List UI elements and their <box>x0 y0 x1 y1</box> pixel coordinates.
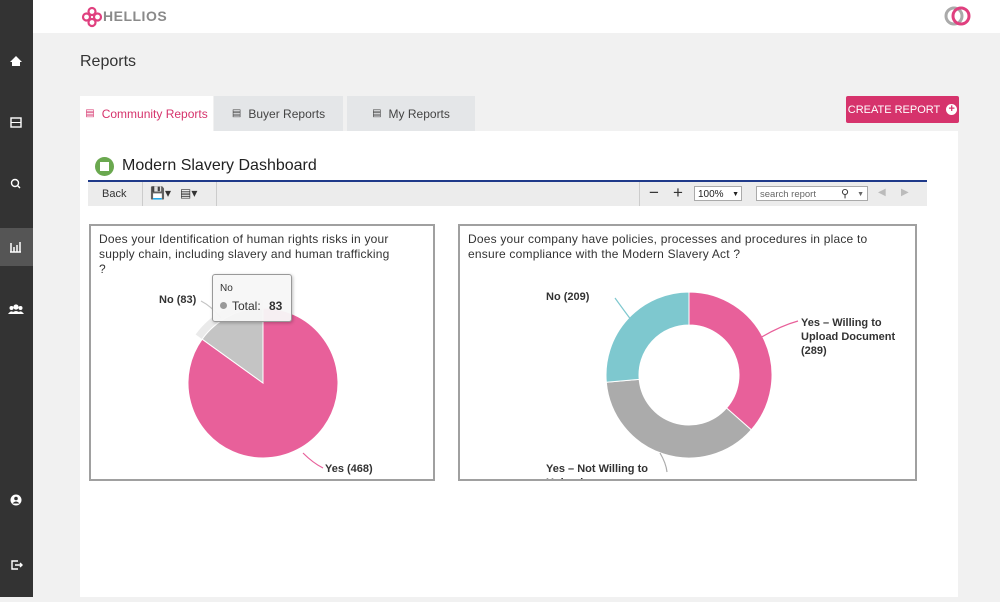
search-placeholder: search report <box>760 189 816 200</box>
zoom-in[interactable]: + <box>673 183 683 202</box>
search-icon[interactable] <box>10 178 20 188</box>
slice-label: No (83) <box>159 294 197 306</box>
tooltip: No Total: 83 <box>212 274 292 322</box>
reports-icon[interactable] <box>10 242 21 253</box>
brand-logo <box>81 6 103 28</box>
save-button[interactable]: 💾▾ <box>150 186 171 200</box>
users-icon[interactable] <box>8 304 24 314</box>
zoom-select[interactable]: 100% ▼ <box>694 186 742 201</box>
question-title: Does your Identification of human rights… <box>99 232 390 276</box>
slice-label: No (209) <box>546 291 590 303</box>
slice <box>605 291 690 383</box>
chart-panel: Does your Identification of human rights… <box>89 224 435 481</box>
slice-label: Yes – Not Willing to Upload <box>546 463 648 479</box>
tab-label: Community Reports <box>101 106 208 121</box>
back-button[interactable]: Back <box>102 188 127 200</box>
question-title: Does your company have policies, process… <box>468 232 868 261</box>
top-bar: HELLIOS <box>33 0 1000 33</box>
tab[interactable]: ▤ Buyer Reports <box>214 96 343 131</box>
slice <box>605 378 753 459</box>
user-logo[interactable] <box>943 5 973 27</box>
home-icon[interactable] <box>10 56 22 66</box>
slice <box>688 291 773 431</box>
brand-name: HELLIOS <box>103 8 168 24</box>
tooltip-value: 83 <box>269 299 283 313</box>
export-button[interactable]: ▤▾ <box>180 186 198 200</box>
chart-panel: Does your company have policies, process… <box>458 224 917 481</box>
button-label: CREATE REPORT <box>847 103 941 116</box>
slice-label: Yes – Willing to Upload Document (289) <box>801 317 896 357</box>
leader-line <box>759 320 799 339</box>
page-title: Reports <box>80 53 137 70</box>
chart <box>187 300 339 469</box>
dashboard-icon <box>95 157 114 176</box>
dashboard-title: Modern Slavery Dashboard <box>122 157 317 174</box>
leader-line <box>302 452 324 469</box>
tooltip-dot <box>220 302 227 309</box>
sidebar <box>0 0 33 597</box>
search-input[interactable]: search report ⚲ ▼ <box>756 186 868 201</box>
tab[interactable]: ▤ My Reports <box>347 96 475 131</box>
zoom-value: 100% <box>698 189 724 200</box>
leader-line <box>614 297 633 322</box>
logout-icon[interactable] <box>11 560 23 570</box>
create-report-button[interactable]: CREATE REPORT + <box>846 96 959 123</box>
toolbar: Back 💾▾ ▤▾ − + 100% ▼ search report ⚲ ▼ ◀ ▶ <box>88 182 927 206</box>
tooltip-title: No <box>220 283 233 294</box>
next-page[interactable]: ▶ <box>901 187 909 198</box>
tab-label: Buyer Reports <box>248 106 326 121</box>
slice-label: Yes (468) <box>325 463 373 475</box>
tab-label: My Reports <box>388 106 450 121</box>
chart <box>605 291 799 473</box>
zoom-out[interactable]: − <box>649 183 659 202</box>
tab[interactable]: ▤ Community Reports <box>80 96 213 131</box>
sidebar-icons <box>0 56 33 570</box>
title-rule <box>88 180 927 182</box>
tooltip-label: Total: <box>232 299 261 313</box>
leader-line <box>659 452 668 473</box>
prev-page[interactable]: ◀ <box>878 187 886 198</box>
